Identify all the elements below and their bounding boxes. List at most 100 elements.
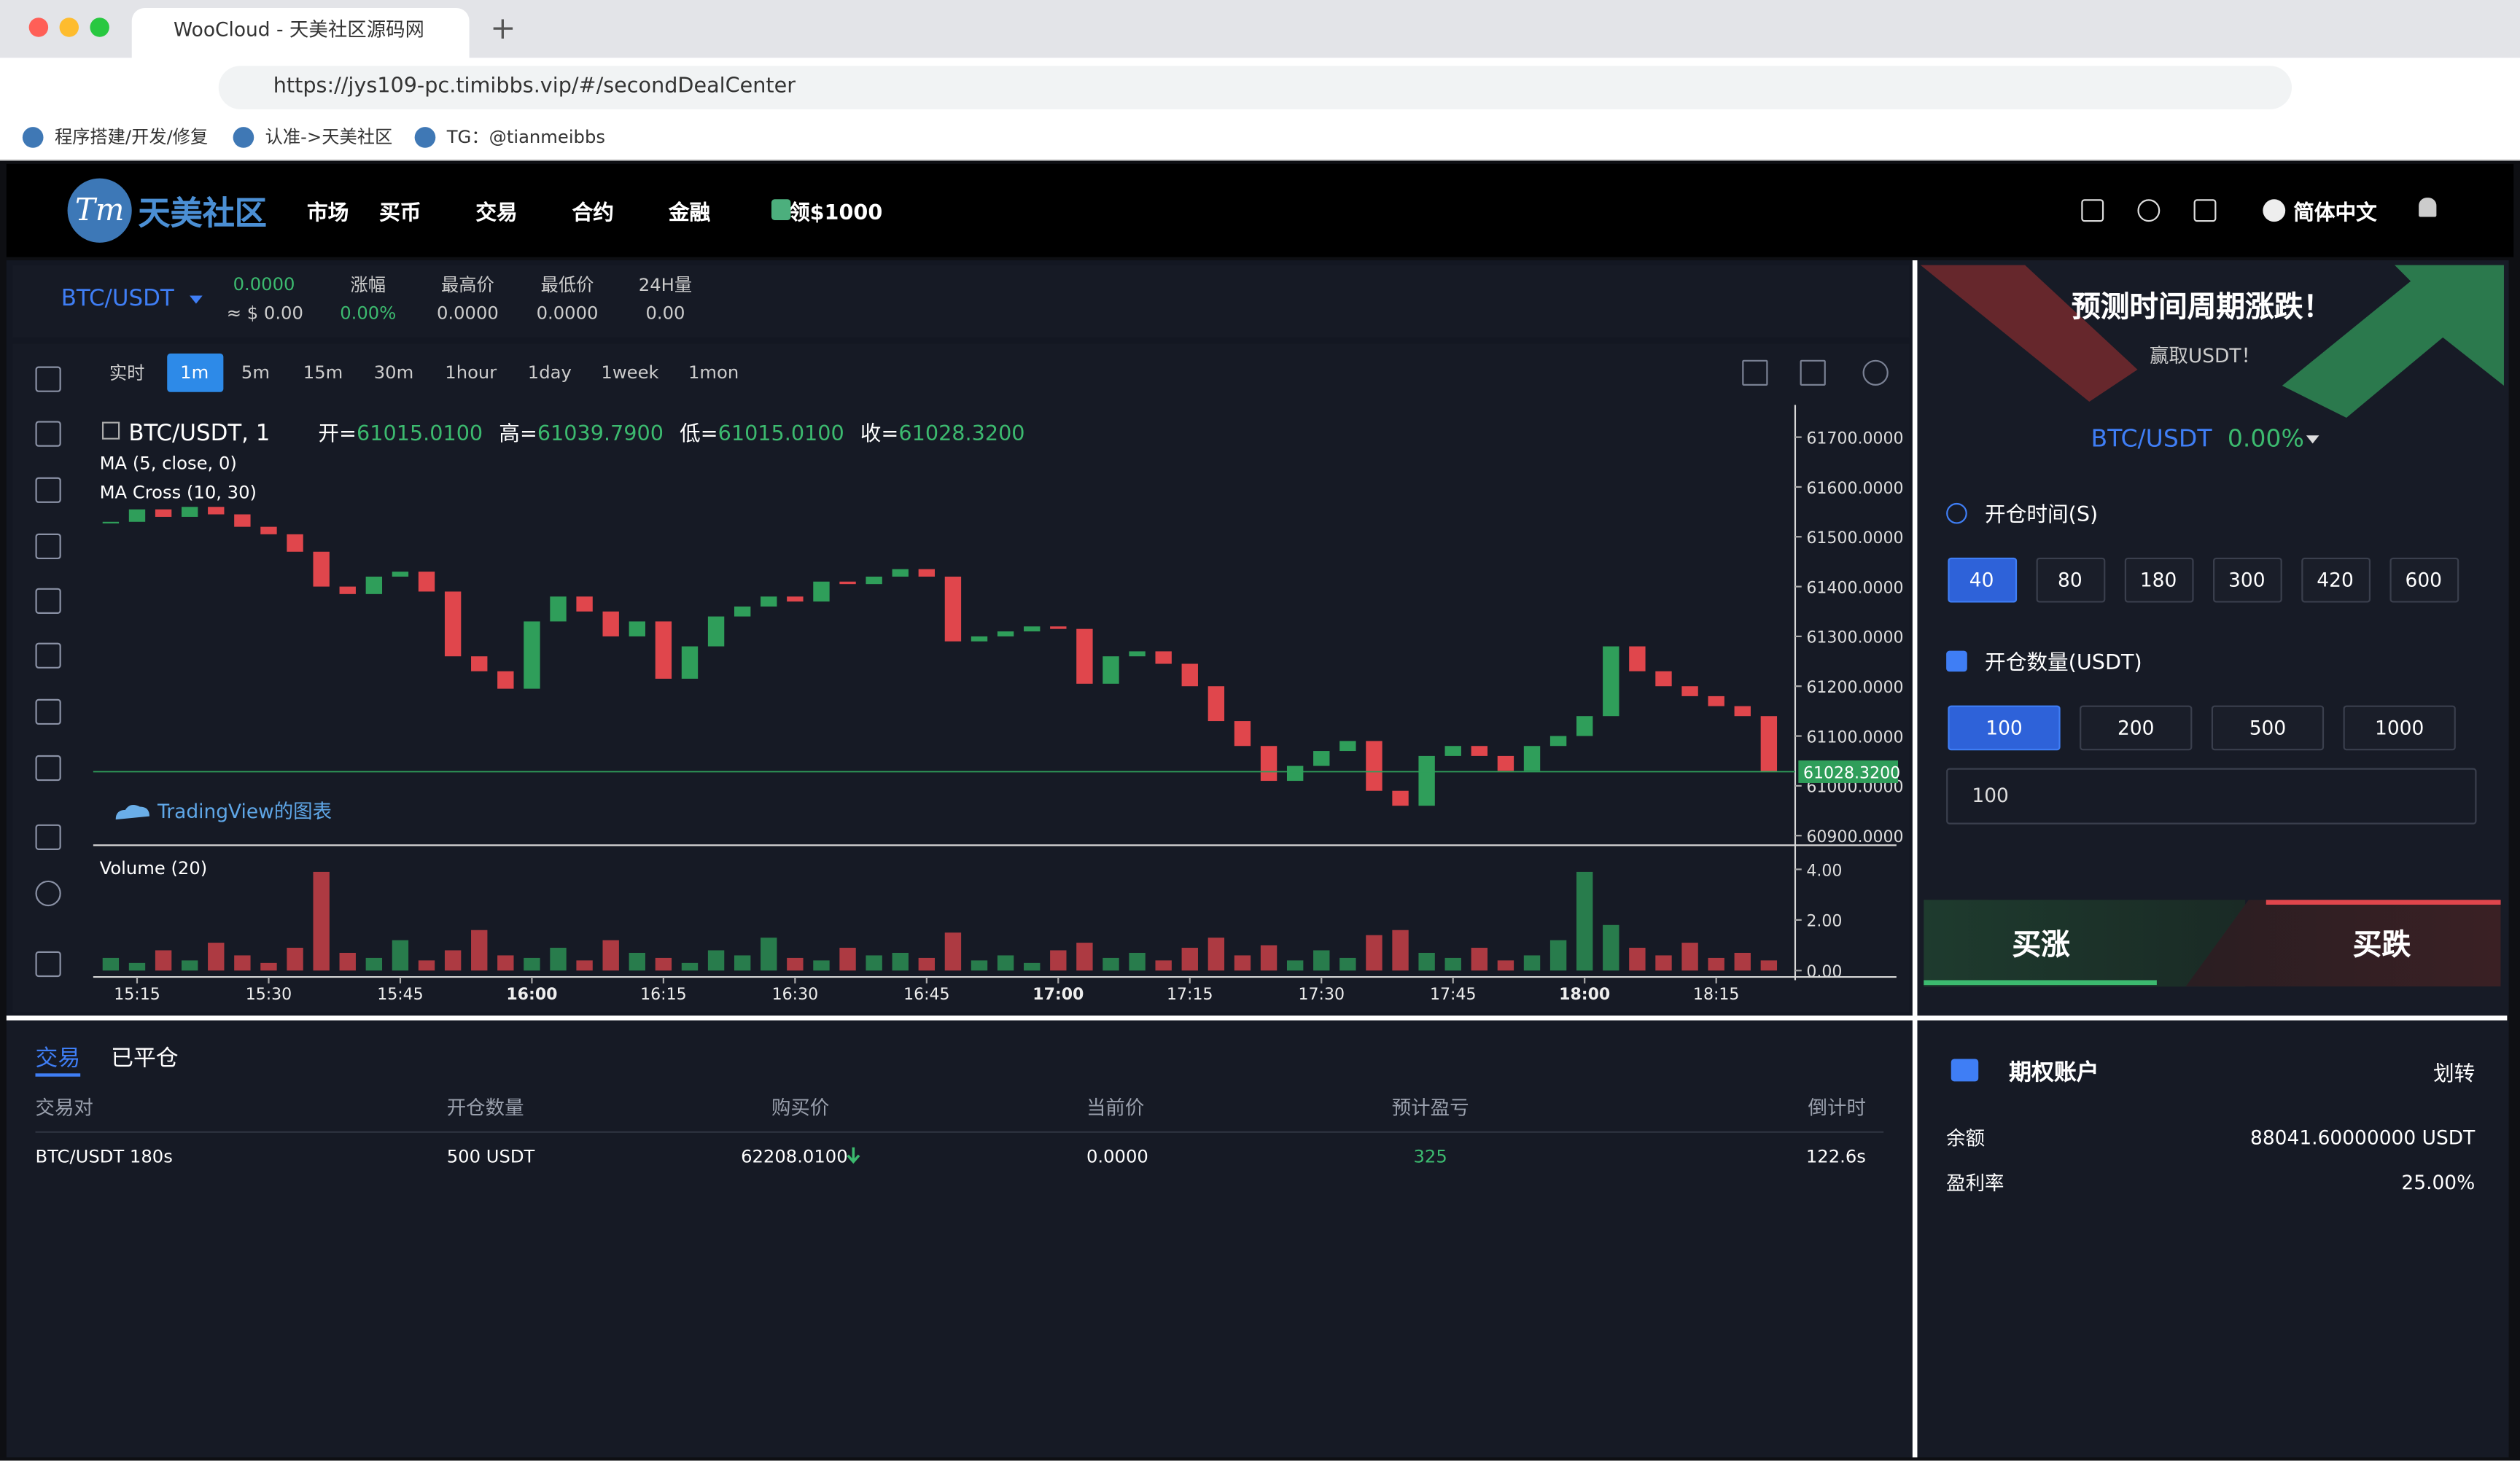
ticker-bar [12, 265, 1910, 338]
amount-option[interactable] [2080, 705, 2193, 751]
time-option[interactable] [2389, 557, 2459, 603]
interval[interactable]: 5m [241, 362, 270, 383]
time-option[interactable] [2036, 557, 2106, 603]
drawing-tool[interactable] [35, 421, 61, 447]
url-field[interactable] [218, 66, 2292, 109]
interval[interactable]: 实时 [109, 363, 145, 384]
orders-tab[interactable]: 已平仓 [111, 1045, 179, 1072]
x-tick-label: 16:30 [772, 986, 819, 1004]
interval[interactable]: 1mon [688, 362, 739, 383]
bookmark-icon [233, 127, 254, 148]
y-tick-label: 61500.0000 [1806, 529, 1903, 548]
globe-icon[interactable] [2263, 199, 2286, 222]
candle [1629, 646, 1646, 671]
bookmark[interactable]: 认准->天美社区 [265, 127, 393, 148]
column-header: 当前价 [1086, 1096, 1145, 1120]
volume-bar [866, 955, 882, 971]
caret-icon [190, 295, 203, 304]
nav-item[interactable]: 金融 [668, 201, 711, 226]
drawing-tool[interactable] [35, 366, 61, 392]
interval[interactable]: 1hour [445, 362, 497, 383]
bookmark[interactable]: 程序搭建/开发/修复 [54, 127, 209, 148]
transfer-link[interactable]: 划转 [2432, 1062, 2476, 1088]
candle [1366, 741, 1382, 791]
buy-up-label[interactable]: 买涨 [2012, 928, 2070, 963]
time-option-label[interactable]: 40 [1969, 569, 1994, 592]
orders-tab[interactable]: 交易 [35, 1045, 81, 1072]
buy-up-button[interactable] [1924, 900, 2246, 987]
nav-item[interactable]: 市场 [306, 201, 349, 226]
amount-option-label[interactable]: 1000 [2375, 717, 2424, 739]
volume-bar [234, 955, 251, 971]
panel-pair[interactable]: BTC/USDT [2091, 424, 2212, 453]
nav-item[interactable]: 合约 [572, 201, 614, 226]
time-option-label[interactable]: 180 [2139, 569, 2177, 592]
candle [260, 526, 277, 534]
volume-bar [1286, 960, 1304, 971]
window-button[interactable] [59, 17, 79, 37]
amount-option-label[interactable]: 500 [2249, 717, 2287, 739]
x-tick-label: 15:45 [377, 986, 424, 1004]
time-option[interactable] [2124, 557, 2194, 603]
header-icon[interactable] [2081, 199, 2104, 222]
time-option[interactable] [2213, 557, 2282, 603]
candle [734, 606, 751, 617]
amount-option[interactable] [2211, 705, 2325, 751]
time-option-label[interactable]: 300 [2228, 569, 2266, 592]
drawing-tool[interactable] [35, 533, 61, 560]
time-option-label[interactable]: 420 [2317, 569, 2354, 592]
bell-icon[interactable] [2419, 198, 2437, 217]
time-option-label[interactable]: 600 [2405, 569, 2442, 592]
window-button[interactable] [28, 17, 49, 37]
window-button[interactable] [90, 17, 109, 37]
candle [234, 514, 251, 527]
stat-value: 0.00% [340, 303, 397, 324]
drawing-tool[interactable] [35, 588, 61, 614]
amount-input[interactable] [1946, 768, 2477, 825]
nav-item[interactable]: 交易 [475, 201, 518, 226]
time-option[interactable] [1948, 557, 2018, 603]
interval[interactable]: 1week [601, 362, 659, 383]
chart-tool[interactable] [1742, 359, 1768, 386]
candle [1576, 716, 1593, 736]
interval[interactable]: 30m [373, 362, 414, 383]
tab-title: WooCloud - 天美社区源码网tin [174, 18, 423, 42]
buy-down-label[interactable]: 买跌 [2352, 928, 2411, 963]
interval[interactable]: 1m [180, 362, 209, 383]
interval[interactable]: 1day [527, 362, 572, 383]
header-icon[interactable] [2193, 199, 2217, 222]
drawing-tool[interactable] [35, 477, 61, 503]
nav-item[interactable]: 买币 [379, 201, 421, 226]
chart-tool[interactable] [1862, 359, 1889, 386]
volume-bar [1523, 955, 1541, 971]
amount-option[interactable] [1948, 705, 2061, 751]
candle [1050, 626, 1067, 629]
language[interactable]: 简体中文 [2293, 201, 2377, 226]
drawing-tool[interactable] [35, 642, 61, 669]
drawing-tool[interactable] [35, 951, 61, 978]
nav-item[interactable]: 领$1000 [788, 201, 883, 226]
x-tick-label: 17:30 [1299, 986, 1345, 1004]
deco-red [1920, 265, 2138, 402]
clock-icon [1946, 502, 1967, 524]
volume-bar [497, 955, 514, 971]
drawing-tool[interactable] [35, 824, 61, 850]
volume-bar [1760, 960, 1778, 971]
amount-option[interactable] [2343, 705, 2456, 751]
amount-option-label[interactable]: 200 [2117, 717, 2155, 739]
amount-option-label[interactable]: 100 [1986, 717, 2023, 739]
interval[interactable]: 15m [303, 362, 343, 383]
time-option[interactable] [2301, 557, 2371, 603]
ticker-pair[interactable]: BTC/USDT [61, 286, 174, 312]
candle [813, 581, 830, 602]
header-icon[interactable] [2137, 199, 2161, 222]
drawing-tool[interactable] [35, 755, 61, 782]
drawing-tool[interactable] [35, 880, 61, 907]
volume-bar [655, 957, 672, 971]
chart-tool[interactable] [1800, 359, 1826, 386]
active-tab[interactable] [131, 8, 470, 58]
time-option-label[interactable]: 80 [2058, 569, 2082, 592]
new-tab-button[interactable] [491, 17, 515, 41]
drawing-tool[interactable] [35, 698, 61, 725]
bookmark[interactable]: TG：@tianmeibbs [446, 127, 605, 148]
